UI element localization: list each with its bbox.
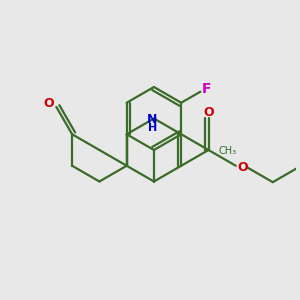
Text: H: H — [148, 123, 157, 133]
Text: O: O — [203, 106, 214, 118]
Text: O: O — [43, 97, 53, 110]
Text: O: O — [237, 161, 247, 174]
Text: N: N — [147, 112, 158, 126]
Text: F: F — [202, 82, 211, 96]
Text: CH₃: CH₃ — [219, 146, 237, 157]
